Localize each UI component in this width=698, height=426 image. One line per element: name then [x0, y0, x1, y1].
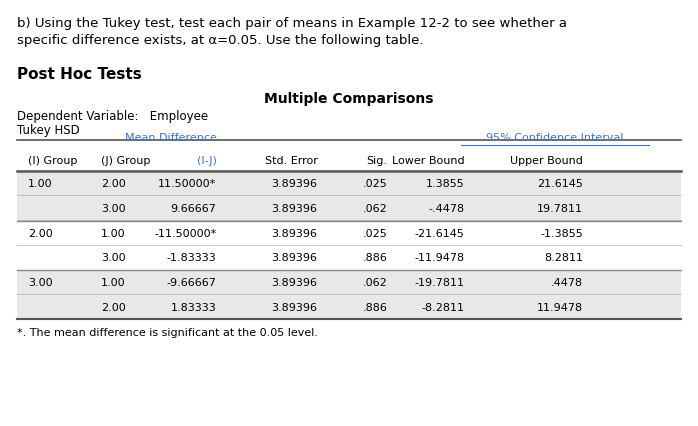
Text: 8.2811: 8.2811	[544, 253, 583, 263]
Text: 11.50000*: 11.50000*	[158, 178, 216, 189]
Text: -21.6145: -21.6145	[415, 228, 464, 238]
Bar	[17, 221, 681, 245]
Text: (I) Group: (I) Group	[28, 156, 77, 166]
Text: 95% Confidence Interval: 95% Confidence Interval	[487, 132, 623, 142]
Text: Mean Difference: Mean Difference	[124, 132, 216, 142]
Text: -.4478: -.4478	[428, 203, 464, 213]
Bar	[17, 270, 681, 295]
Text: 11.9478: 11.9478	[537, 302, 583, 312]
Text: 21.6145: 21.6145	[537, 178, 583, 189]
Text: Std. Error: Std. Error	[265, 156, 318, 166]
Bar	[17, 245, 681, 270]
Text: Dependent Variable:   Employee: Dependent Variable: Employee	[17, 109, 209, 122]
Text: Tukey HSD: Tukey HSD	[17, 124, 80, 136]
Text: Multiple Comparisons: Multiple Comparisons	[265, 92, 433, 106]
Text: .062: .062	[363, 277, 387, 288]
Text: 1.83333: 1.83333	[170, 302, 216, 312]
Text: -1.3855: -1.3855	[540, 228, 583, 238]
Text: -19.7811: -19.7811	[414, 277, 464, 288]
Text: 9.66667: 9.66667	[170, 203, 216, 213]
Text: 3.89396: 3.89396	[272, 277, 318, 288]
Text: specific difference exists, at α=0.05. Use the following table.: specific difference exists, at α=0.05. U…	[17, 34, 424, 47]
Text: -11.50000*: -11.50000*	[154, 228, 216, 238]
Text: 1.00: 1.00	[101, 277, 126, 288]
Text: *. The mean difference is significant at the 0.05 level.: *. The mean difference is significant at…	[17, 327, 318, 337]
Text: .886: .886	[362, 302, 387, 312]
Text: -9.66667: -9.66667	[167, 277, 216, 288]
Text: (J) Group: (J) Group	[101, 156, 151, 166]
Text: 3.00: 3.00	[28, 277, 52, 288]
Text: 1.00: 1.00	[101, 228, 126, 238]
Text: 3.89396: 3.89396	[272, 253, 318, 263]
Text: .062: .062	[363, 203, 387, 213]
Text: Post Hoc Tests: Post Hoc Tests	[17, 67, 142, 82]
Text: 3.00: 3.00	[101, 203, 126, 213]
Text: 3.89396: 3.89396	[272, 178, 318, 189]
Text: Sig.: Sig.	[366, 156, 387, 166]
Text: 2.00: 2.00	[28, 228, 52, 238]
Text: -1.83333: -1.83333	[167, 253, 216, 263]
Text: 3.89396: 3.89396	[272, 228, 318, 238]
Text: .025: .025	[363, 178, 387, 189]
Text: b) Using the Tukey test, test each pair of means in Example 12-2 to see whether : b) Using the Tukey test, test each pair …	[17, 17, 567, 30]
Text: .025: .025	[363, 228, 387, 238]
Text: Lower Bound: Lower Bound	[392, 156, 464, 166]
Text: (I-J): (I-J)	[197, 156, 216, 166]
Bar	[17, 196, 681, 221]
Text: .4478: .4478	[551, 277, 583, 288]
Text: 3.00: 3.00	[101, 253, 126, 263]
Text: -8.2811: -8.2811	[421, 302, 464, 312]
Text: 2.00: 2.00	[101, 178, 126, 189]
Text: 19.7811: 19.7811	[537, 203, 583, 213]
Text: 1.00: 1.00	[28, 178, 52, 189]
Bar	[17, 295, 681, 320]
Bar	[17, 171, 681, 196]
Text: 3.89396: 3.89396	[272, 302, 318, 312]
Text: 1.3855: 1.3855	[425, 178, 464, 189]
Text: Upper Bound: Upper Bound	[510, 156, 583, 166]
Text: 2.00: 2.00	[101, 302, 126, 312]
Text: -11.9478: -11.9478	[414, 253, 464, 263]
Text: 3.89396: 3.89396	[272, 203, 318, 213]
Text: .886: .886	[362, 253, 387, 263]
